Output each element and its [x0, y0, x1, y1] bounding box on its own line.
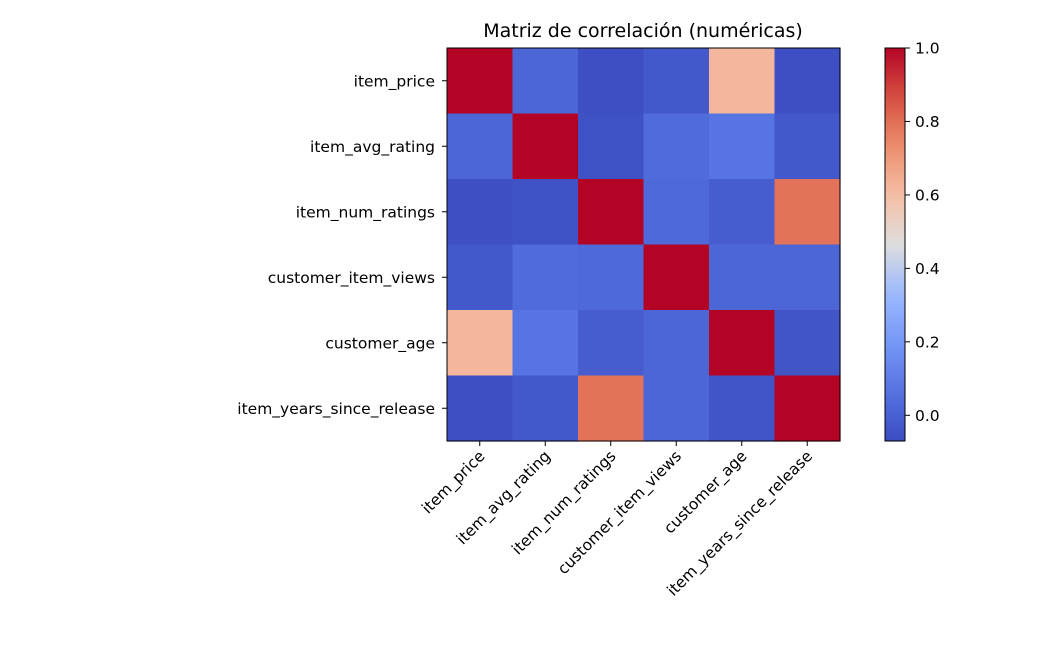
heatmap-cell — [447, 113, 514, 180]
heatmap-cell — [643, 375, 710, 442]
colorbar-tick-label: 0.8 — [915, 113, 940, 131]
heatmap-cell — [709, 310, 776, 377]
x-tick-label: item_price — [418, 447, 489, 518]
heatmap-cell — [578, 310, 645, 377]
y-tick-label: item_avg_rating — [310, 138, 435, 157]
colorbar-tick-label: 0.4 — [915, 260, 940, 278]
chart-title: Matriz de correlación (numéricas) — [483, 20, 803, 42]
colorbar-frame — [884, 47, 906, 442]
heatmap-cell — [774, 48, 841, 115]
heatmap-cell — [447, 310, 514, 377]
heatmap-cell — [578, 244, 645, 311]
y-tick-label: item_num_ratings — [296, 203, 435, 222]
heatmap-cell — [512, 179, 579, 246]
heatmap-cell — [578, 48, 645, 115]
heatmap-cell — [709, 375, 776, 442]
heatmap-cell — [447, 179, 514, 246]
colorbar-tick-label: 0.6 — [915, 186, 940, 204]
colorbar — [885, 48, 905, 441]
heatmap-cell — [512, 48, 579, 115]
heatmap-cell — [643, 113, 710, 180]
heatmap-cell — [512, 113, 579, 180]
heatmap-cell — [512, 375, 579, 442]
heatmap-cell — [447, 375, 514, 442]
heatmap-cell — [447, 244, 514, 311]
heatmap-cell — [709, 113, 776, 180]
y-tick-label: item_price — [354, 72, 435, 91]
x-tick-label: customer_item_views — [554, 447, 686, 579]
plot-frame — [446, 47, 841, 442]
heatmap-cell — [578, 113, 645, 180]
heatmap-cell — [774, 113, 841, 180]
heatmap-cell — [709, 48, 776, 115]
heatmap-cell — [512, 244, 579, 311]
heatmap-cell — [774, 310, 841, 377]
heatmap-cell — [643, 179, 710, 246]
heatmap-cell — [643, 244, 710, 311]
colorbar-tick-label: 0.0 — [915, 407, 940, 425]
heatmap-cell — [447, 48, 514, 115]
y-tick-label: customer_age — [325, 334, 435, 353]
heatmap-cell — [643, 310, 710, 377]
heatmap-cell — [578, 375, 645, 442]
x-axis: item_priceitem_avg_ratingitem_num_rating… — [418, 441, 817, 600]
heatmap-cell — [709, 179, 776, 246]
y-axis: item_price item_avg_rating item_num_rating… — [237, 72, 447, 419]
colorbar-axis: 0.0 0.2 0.4 0.6 0.8 1.0 — [905, 40, 940, 425]
heatmap-cell — [774, 375, 841, 442]
heatmap-cell — [643, 48, 710, 115]
heatmap-cell — [774, 244, 841, 311]
y-tick-label: customer_item_views — [268, 269, 435, 288]
heatmap-cell — [709, 244, 776, 311]
heatmap-cells — [447, 48, 841, 442]
heatmap-cell — [512, 310, 579, 377]
heatmap-cell — [578, 179, 645, 246]
y-tick-label: item_years_since_release — [237, 400, 435, 419]
colorbar-tick-label: 0.2 — [915, 333, 940, 351]
colorbar-tick-label: 1.0 — [915, 40, 940, 58]
heatmap-cell — [774, 179, 841, 246]
